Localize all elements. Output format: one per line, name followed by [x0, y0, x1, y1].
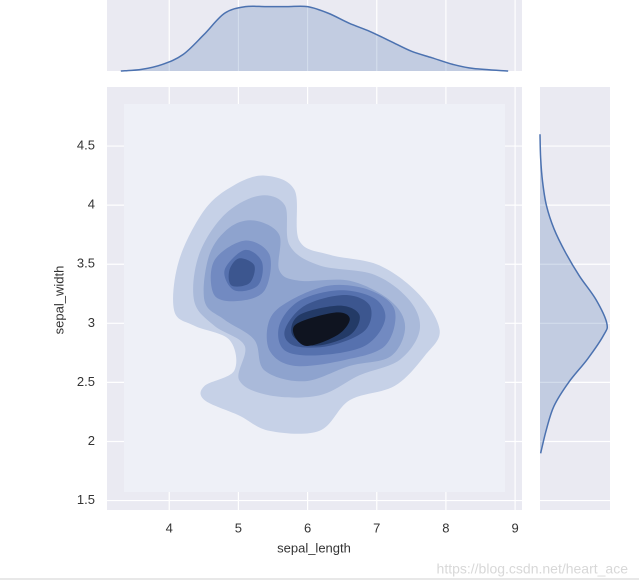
x-tick-label: 8: [442, 520, 449, 535]
marginal-x-line: [120, 5, 509, 72]
kde-contour: [292, 312, 350, 346]
marginal-y-line: [539, 134, 609, 454]
marginal-y-area: [540, 134, 608, 454]
y-tick-label: 2.5: [77, 374, 95, 389]
marginal-x-area: [120, 6, 509, 72]
x-tick-label: 5: [235, 520, 242, 535]
marks: [120, 5, 609, 454]
y-axis-label: sepal_width: [51, 266, 66, 335]
y-tick-label: 2: [88, 433, 95, 448]
y-tick-label: 3: [88, 315, 95, 330]
x-tick-label: 6: [304, 520, 311, 535]
right-axes-bg: [540, 87, 610, 510]
y-tick-label: 3.5: [77, 256, 95, 271]
watermark: https://blog.csdn.net/heart_ace: [437, 561, 629, 577]
y-tick-label: 4.5: [77, 138, 95, 153]
x-tick-label: 7: [373, 520, 380, 535]
x-tick-label: 4: [166, 520, 173, 535]
x-tick-label: 9: [511, 520, 518, 535]
y-tick-label: 4: [88, 197, 95, 212]
x-axis-label: sepal_length: [277, 540, 351, 555]
kde-contour: [228, 258, 255, 287]
y-tick-label: 1.5: [77, 492, 95, 507]
